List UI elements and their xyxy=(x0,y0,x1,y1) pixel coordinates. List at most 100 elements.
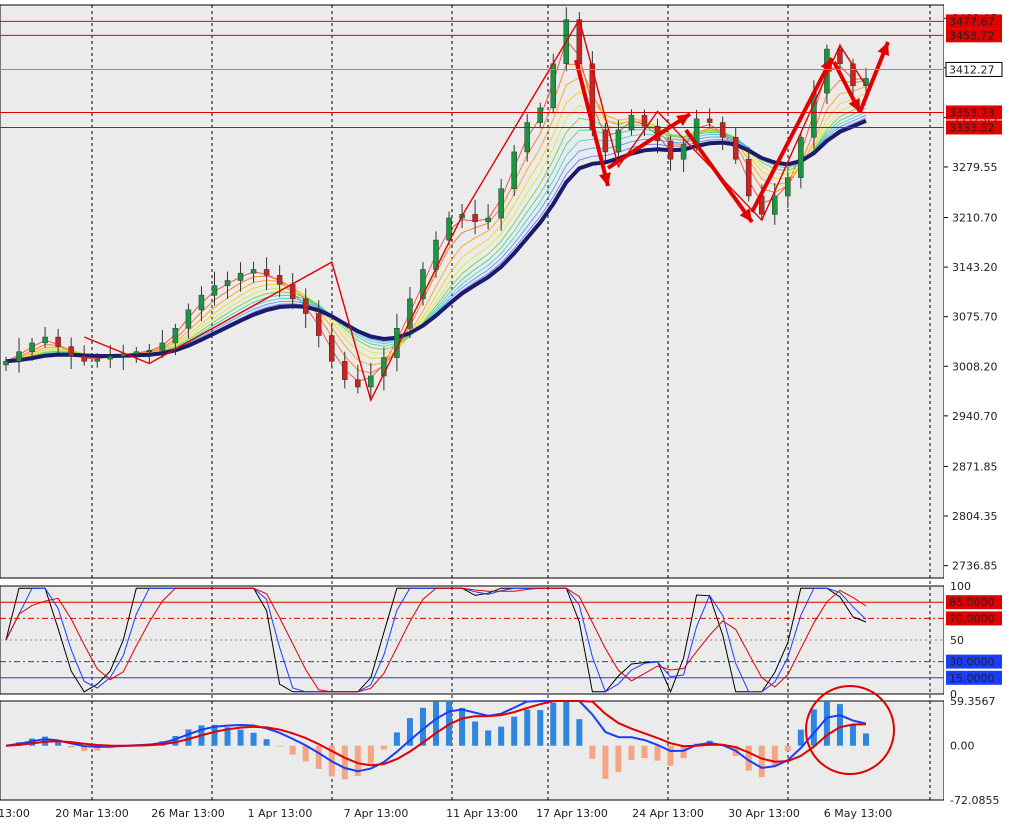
trend-arrow xyxy=(574,59,610,187)
trend-arrow-head xyxy=(848,98,860,112)
stoch-level-label: 85.0000 xyxy=(949,596,995,609)
macd-histogram-bar xyxy=(446,701,453,746)
macd-histogram-bar xyxy=(654,745,661,761)
candle-body xyxy=(615,129,622,153)
macd-histogram-bar xyxy=(94,745,101,751)
macd-histogram-bar xyxy=(211,724,218,746)
macd-histogram-bar xyxy=(498,726,505,746)
candle-body xyxy=(446,217,452,241)
current-price-label: 3412.27 xyxy=(949,63,995,76)
macd-histogram-bar xyxy=(315,745,322,769)
macd-tick-label: -72.0855 xyxy=(950,794,999,807)
trend-arrow-head xyxy=(877,42,889,56)
macd-histogram-bar xyxy=(758,745,765,778)
macd-histogram-bar xyxy=(406,718,413,746)
stoch-line-2 xyxy=(5,587,867,693)
level-label: 3477.67 xyxy=(949,15,995,28)
macd-histogram-bar xyxy=(354,745,361,777)
macd-histogram-bar xyxy=(784,745,791,751)
candle-body xyxy=(420,269,426,300)
macd-histogram-bar xyxy=(472,721,479,746)
level-label: 3333.32 xyxy=(949,121,995,134)
macd-histogram-bar xyxy=(393,732,400,746)
macd-histogram-bar xyxy=(745,745,752,771)
time-axis-label: 11 Apr 13:00 xyxy=(446,807,518,820)
level-label-bg xyxy=(946,28,1002,43)
candle-body xyxy=(107,355,113,360)
candle-body xyxy=(146,350,153,353)
macd-histogram-bar xyxy=(615,745,622,773)
candle-body xyxy=(550,63,557,109)
candle-body xyxy=(250,269,257,274)
candle-body xyxy=(745,159,752,197)
candle-body xyxy=(276,275,283,285)
candle-body xyxy=(329,335,335,362)
macd-histogram-bar xyxy=(341,745,348,780)
price-tick-label: 2871.85 xyxy=(952,460,998,473)
macd-histogram-bar xyxy=(810,709,817,746)
candle-body xyxy=(302,298,309,314)
price-tick-label: 2736.85 xyxy=(952,560,998,573)
time-axis-label: 13:00 xyxy=(0,807,30,820)
time-axis-label: 20 Mar 13:00 xyxy=(55,807,128,820)
price-tick-label: 3143.20 xyxy=(952,261,998,274)
macd-histogram-bar xyxy=(680,745,687,759)
candle-body xyxy=(159,342,166,351)
stoch-level-label-bg xyxy=(946,654,1002,669)
macd-histogram-bar xyxy=(797,729,804,746)
stoch-level-label: 70.0000 xyxy=(949,612,995,625)
level-label-bg xyxy=(946,14,1002,29)
level-label-bg xyxy=(946,105,1002,120)
candle-body xyxy=(172,327,179,344)
candle-body xyxy=(120,353,127,357)
macd-histogram-bar xyxy=(524,709,531,746)
macd-histogram-bar xyxy=(380,745,387,750)
macd-histogram-bar xyxy=(81,745,88,752)
candle-body xyxy=(537,107,543,123)
candle-body xyxy=(55,336,61,347)
macd-histogram-bar xyxy=(589,745,596,759)
trend-arrow xyxy=(606,112,692,170)
candle-body xyxy=(185,309,192,329)
macd-histogram-bar xyxy=(836,704,843,746)
candle-body xyxy=(68,346,74,357)
macd-histogram-bar xyxy=(667,745,674,766)
stoch-tick-label: 100 xyxy=(950,580,971,593)
macd-histogram-bar xyxy=(628,745,635,761)
candle-body xyxy=(472,214,478,222)
candle-body xyxy=(198,294,205,311)
candle-body xyxy=(641,114,648,127)
candle-body xyxy=(315,313,322,336)
stoch-tick-label: 0 xyxy=(950,688,957,701)
candle-body xyxy=(498,188,504,219)
macd-histogram-bar xyxy=(771,745,778,766)
time-axis-label: 17 Apr 13:00 xyxy=(536,807,608,820)
macd-histogram-bar xyxy=(302,745,309,762)
time-axis-label: 30 Apr 13:00 xyxy=(728,807,800,820)
macd-tick-label: 0.00 xyxy=(950,740,975,753)
stoch-level-label: 30.0000 xyxy=(949,656,995,669)
trend-arrow-head xyxy=(739,208,752,222)
macd-histogram-bar xyxy=(263,739,270,746)
candle-body xyxy=(81,355,87,362)
macd-histogram-bar xyxy=(511,716,518,746)
price-tick-label: 3008.20 xyxy=(952,360,998,373)
macd-histogram-bar xyxy=(823,701,830,746)
candle-body xyxy=(16,351,22,362)
level-label-bg xyxy=(946,120,1002,135)
macd-histogram-bar xyxy=(367,745,374,765)
highlight-circle xyxy=(805,685,895,775)
macd-histogram-bar xyxy=(224,727,231,746)
candle-body xyxy=(263,269,270,276)
macd-histogram-bar xyxy=(576,719,583,746)
macd-histogram-bar xyxy=(433,701,439,746)
candle-body xyxy=(785,177,791,197)
candle-body xyxy=(680,144,687,160)
macd-histogram-bar xyxy=(537,710,544,746)
macd-histogram-bar xyxy=(563,701,570,746)
candle-body xyxy=(798,136,804,178)
macd-histogram-bar xyxy=(641,745,648,758)
candle-body xyxy=(719,122,726,138)
